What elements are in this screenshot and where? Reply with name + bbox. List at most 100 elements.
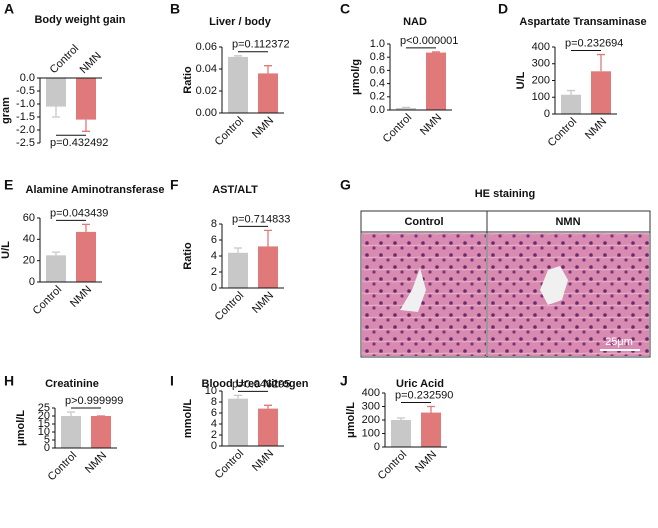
bar bbox=[258, 246, 278, 288]
panel-title: Alamine Aminotransferase bbox=[26, 184, 165, 196]
error-bar bbox=[264, 65, 272, 74]
bar bbox=[396, 108, 416, 110]
column-label: NMN bbox=[555, 216, 580, 228]
x-tick-label: NMN bbox=[68, 284, 94, 310]
error-bar bbox=[234, 55, 242, 57]
y-axis-label: μmol/L bbox=[15, 410, 27, 446]
y-tick-label: 20 bbox=[38, 410, 50, 422]
y-tick-label: 2 bbox=[211, 429, 217, 441]
error-bar bbox=[402, 106, 410, 109]
error-bar bbox=[82, 119, 90, 132]
p-value: p=0.232694 bbox=[565, 37, 623, 49]
error-bar bbox=[567, 89, 575, 95]
x-tick-label: NMN bbox=[83, 450, 109, 476]
bar bbox=[61, 416, 81, 448]
x-tick-label: Control bbox=[46, 450, 80, 484]
y-tick-label: 60 bbox=[23, 212, 35, 224]
panel-title: AST/ALT bbox=[212, 184, 258, 196]
panel-title: NAD bbox=[403, 16, 427, 28]
error-bar bbox=[264, 404, 272, 409]
y-tick-label: 25 bbox=[38, 402, 50, 414]
bar bbox=[258, 73, 278, 113]
x-tick-label: Control bbox=[213, 115, 247, 149]
y-axis-label: Ratio bbox=[182, 66, 194, 94]
x-tick-label: Control bbox=[376, 449, 410, 483]
y-tick-label: 10 bbox=[38, 426, 50, 438]
y-tick-label: 40 bbox=[23, 233, 35, 245]
p-value: p=0.714833 bbox=[232, 213, 290, 225]
x-tick-label: NMN bbox=[583, 116, 609, 142]
scale-label: 25μm bbox=[605, 336, 633, 348]
error-bar bbox=[82, 223, 90, 232]
y-tick-label: 400 bbox=[532, 41, 550, 53]
bar-panel: B Liver / body Ratio 0.00 0.02 0.04 0.06 Contro… bbox=[170, 1, 290, 149]
panel-letter: J bbox=[340, 373, 348, 389]
y-tick-label: 0.02 bbox=[196, 85, 217, 97]
y-axis-label: gram bbox=[0, 97, 12, 124]
y-tick-label: 6 bbox=[211, 234, 217, 246]
bar bbox=[46, 78, 66, 107]
panel-letter: I bbox=[170, 373, 174, 389]
panel-letter: F bbox=[170, 177, 179, 193]
bar-panel: D Aspartate Transaminase U/L 0 100 200 300 400 C… bbox=[498, 1, 647, 150]
y-tick-label: 0.8 bbox=[370, 51, 385, 63]
y-tick-label: 0.6 bbox=[370, 64, 385, 76]
x-tick-label: Control bbox=[213, 448, 247, 482]
y-tick-label: 300 bbox=[532, 58, 550, 70]
p-value: p=0.232590 bbox=[395, 389, 453, 401]
p-value: p>0.999999 bbox=[65, 395, 123, 407]
y-axis-label: μmol/L bbox=[345, 402, 357, 438]
y-tick-label: 0 bbox=[211, 440, 217, 452]
error-bar bbox=[597, 53, 605, 72]
error-bar bbox=[67, 411, 75, 416]
x-tick-label: NMN bbox=[250, 115, 276, 141]
y-tick-label: 20 bbox=[23, 255, 35, 267]
y-axis-label: U/L bbox=[515, 71, 527, 89]
bar bbox=[561, 94, 581, 114]
y-tick-label: 100 bbox=[532, 91, 550, 103]
panel-title: Uric Acid bbox=[396, 378, 444, 390]
panel-letter: G bbox=[340, 177, 351, 193]
y-axis-label: mmol/L bbox=[182, 399, 194, 438]
bar bbox=[91, 416, 111, 448]
panel-title: HE staining bbox=[475, 188, 536, 200]
y-tick-label: 1.0 bbox=[370, 38, 385, 50]
panel-title: Liver / body bbox=[209, 16, 272, 28]
bar bbox=[228, 252, 248, 288]
error-bar bbox=[427, 405, 435, 413]
panel-letter: A bbox=[4, 1, 14, 17]
y-tick-label: 0.2 bbox=[370, 91, 385, 103]
bar bbox=[46, 255, 66, 282]
y-tick-label: -2.5 bbox=[16, 137, 35, 149]
bar bbox=[76, 231, 96, 282]
error-bar bbox=[52, 251, 60, 256]
y-tick-label: 4 bbox=[211, 418, 217, 430]
histology-image bbox=[488, 233, 649, 356]
y-tick-label: 200 bbox=[362, 414, 380, 426]
panel-title: Blood Urea Nitrogen bbox=[202, 378, 309, 390]
y-tick-label: 0 bbox=[544, 108, 550, 120]
x-tick-label: NMN bbox=[418, 112, 444, 138]
bar-panel: C NAD μmol/g 0.00.20.4 0.60.81.0 Control NMN p<… bbox=[340, 1, 458, 146]
vessel bbox=[400, 268, 426, 312]
image-panel: G HE staining Control NMN 25μm bbox=[340, 177, 651, 358]
bar bbox=[258, 408, 278, 446]
bar-panel: F AST/ALT Ratio 0 2 4 6 8 Control NMN p=0.714833 bbox=[170, 177, 290, 324]
y-tick-label: 4 bbox=[211, 250, 217, 262]
y-tick-label: 0.4 bbox=[370, 78, 385, 90]
bar bbox=[228, 398, 248, 446]
y-tick-label: -0.5 bbox=[16, 85, 35, 97]
bar-panel: E Alamine Aminotransferase U/L 0 20 40 60 Contr… bbox=[0, 177, 164, 318]
y-tick-label: 0 bbox=[29, 276, 35, 288]
error-bar bbox=[234, 247, 242, 253]
p-value: p<0.000001 bbox=[400, 35, 458, 47]
y-tick-label: 6 bbox=[211, 407, 217, 419]
p-value: p=0.432492 bbox=[50, 137, 108, 149]
x-tick-label: NMN bbox=[78, 50, 104, 76]
panel-letter: D bbox=[498, 1, 508, 17]
bar bbox=[426, 52, 446, 110]
y-tick-label: -1.0 bbox=[16, 98, 35, 110]
